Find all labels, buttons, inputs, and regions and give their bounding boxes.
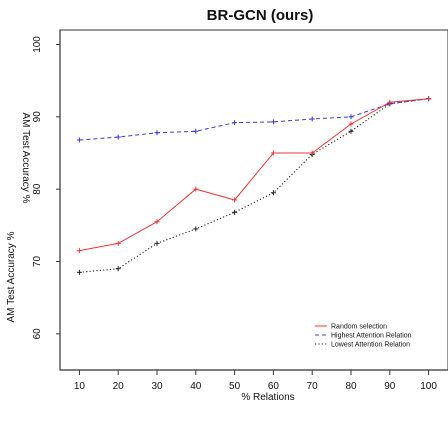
data-point-marker <box>232 209 238 215</box>
x-tick-label: 20 <box>113 381 125 392</box>
data-point-marker <box>193 128 199 134</box>
data-point-marker <box>270 190 276 196</box>
data-point-marker <box>115 240 121 246</box>
series-line-2 <box>79 98 429 273</box>
x-tick-label: 100 <box>420 381 437 392</box>
y-ticks: 60 70 80 90 100 <box>32 36 60 340</box>
data-point-marker <box>193 186 199 192</box>
y-tick-label: 100 <box>32 36 43 53</box>
data-point-marker <box>348 121 354 127</box>
data-point-marker <box>309 150 315 156</box>
data-point-marker <box>232 197 238 203</box>
series-line-0 <box>79 98 429 252</box>
data-point-marker <box>348 114 354 120</box>
x-tick-label: 80 <box>345 381 357 392</box>
x-tick-label: 10 <box>74 381 86 392</box>
legend-label: Lowest Attention Relation <box>331 342 410 349</box>
legend: Random selection Highest Attention Relati… <box>315 324 412 349</box>
data-point-marker <box>154 240 160 246</box>
y-tick-label: 60 <box>32 328 43 340</box>
series-lines <box>79 98 429 273</box>
data-point-marker <box>426 96 432 102</box>
x-tick-label: 50 <box>229 381 241 392</box>
data-point-marker <box>115 134 121 140</box>
y-axis-label-mirrored: AM Test Accuracy % <box>20 113 31 204</box>
data-point-marker <box>76 137 82 143</box>
data-point-marker <box>115 266 121 272</box>
x-tick-label: 60 <box>268 381 280 392</box>
data-point-marker <box>270 150 276 156</box>
legend-label: Random selection <box>331 324 387 331</box>
series-line-1 <box>79 98 429 141</box>
data-point-marker <box>232 120 238 126</box>
x-axis-label: % Relations <box>241 392 294 403</box>
data-point-marker <box>270 119 276 125</box>
data-point-marker <box>76 269 82 275</box>
x-tick-label: 70 <box>307 381 319 392</box>
x-tick-label: 30 <box>151 381 163 392</box>
series-markers <box>76 96 432 275</box>
x-tick-label: 40 <box>190 381 202 392</box>
y-axis-label: AM Test Accuracy % <box>6 231 17 322</box>
data-point-marker <box>154 130 160 136</box>
x-tick-label: 90 <box>384 381 396 392</box>
x-ticks: 10 20 30 40 50 60 70 80 90 100 <box>74 370 437 392</box>
data-point-marker <box>76 248 82 254</box>
data-point-marker <box>348 128 354 134</box>
data-point-marker <box>387 99 393 105</box>
chart-title: BR-GCN (ours) <box>207 7 314 24</box>
data-point-marker <box>309 116 315 122</box>
y-tick-label: 70 <box>32 255 43 267</box>
legend-label: Highest Attention Relation <box>331 333 412 340</box>
y-tick-label: 80 <box>32 183 43 195</box>
data-point-marker <box>193 226 199 232</box>
data-point-marker <box>154 219 160 225</box>
y-tick-label: 90 <box>32 111 43 123</box>
plot-frame <box>59 29 448 371</box>
